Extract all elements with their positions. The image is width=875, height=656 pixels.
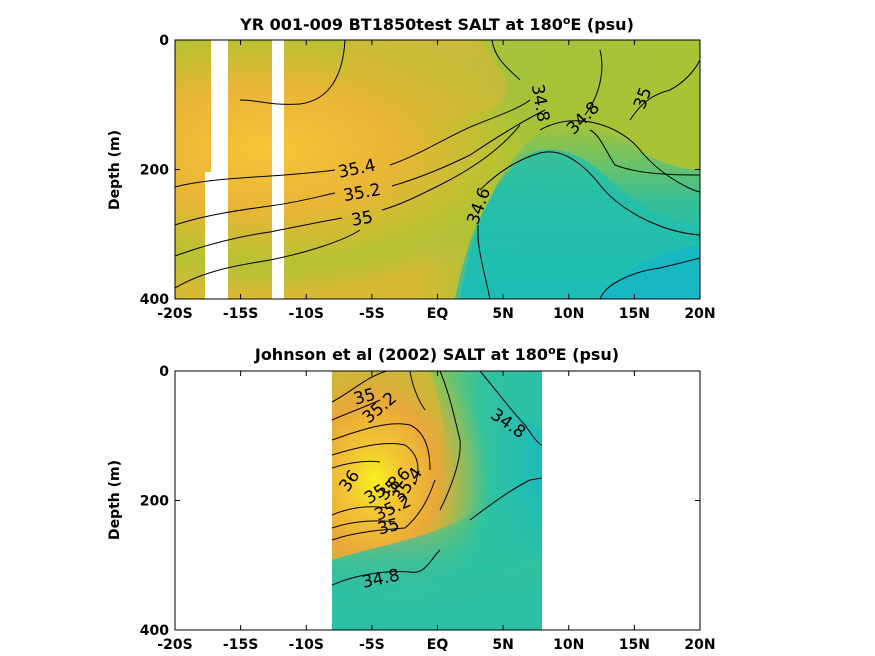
x-tick-label: -5S: [359, 637, 385, 653]
top-y-axis-label: Depth (m): [107, 130, 123, 210]
x-tick-label: -10S: [289, 306, 324, 322]
contour-label: 35: [350, 207, 375, 230]
x-tick-label: 15N: [619, 306, 650, 322]
bottom-y-ticks: 0 200 400: [140, 364, 700, 639]
x-tick-label: -5S: [359, 306, 385, 322]
x-tick-label: -10S: [289, 637, 324, 653]
x-tick-label: 10N: [553, 306, 584, 322]
top-x-ticks: -20S -15S -10S -5S EQ 5N 10N 15N 20N: [157, 40, 716, 322]
x-tick-label: 20N: [684, 306, 715, 322]
x-tick-label: 5N: [492, 306, 513, 322]
bottom-x-ticks: -20S -15S -10S -5S EQ 5N 10N 15N 20N: [157, 371, 716, 653]
bottom-y-axis-label: Depth (m): [107, 460, 123, 540]
y-tick-label: 200: [140, 163, 169, 179]
x-tick-label: 20N: [684, 637, 715, 653]
x-tick-label: -15S: [223, 306, 258, 322]
x-tick-label: -20S: [157, 637, 192, 653]
bottom-panel-title: Johnson et al (2002) SALT at 180oE (psu): [254, 344, 619, 364]
top-panel-title: YR 001-009 BT1850test SALT at 180oE (psu…: [239, 14, 634, 34]
top-panel: YR 001-009 BT1850test SALT at 180oE (psu…: [107, 14, 716, 322]
x-tick-label: -20S: [157, 306, 192, 322]
top-y-ticks: 0 200 400: [140, 33, 700, 308]
bottom-colour-field: 35 35.2 34.8 36 35.8 35.6 35.4 35.2 35 3…: [332, 371, 542, 630]
y-tick-label: 200: [140, 494, 169, 510]
y-tick-label: 400: [140, 623, 169, 639]
y-tick-label: 400: [140, 292, 169, 308]
x-tick-label: 5N: [492, 637, 513, 653]
x-tick-label: -15S: [223, 637, 258, 653]
x-tick-label: EQ: [427, 306, 449, 322]
y-tick-label: 0: [159, 364, 169, 380]
missing-band: [211, 40, 228, 299]
x-tick-label: 10N: [553, 637, 584, 653]
top-colour-field: 35.4 35.2 35 34.6 34.8 34.8 35: [175, 40, 700, 299]
missing-band: [205, 172, 213, 299]
missing-band: [272, 40, 284, 299]
x-tick-label: 15N: [619, 637, 650, 653]
x-tick-label: EQ: [427, 637, 449, 653]
y-tick-label: 0: [159, 33, 169, 49]
bottom-panel: Johnson et al (2002) SALT at 180oE (psu): [107, 344, 716, 653]
